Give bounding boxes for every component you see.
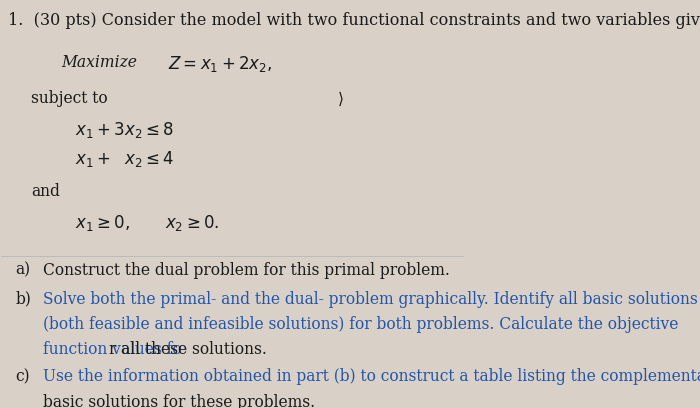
Text: r all these solutions.: r all these solutions. <box>108 341 267 358</box>
Text: $x_1 +\ \ x_2 \leq 4$: $x_1 +\ \ x_2 \leq 4$ <box>76 149 174 169</box>
Text: subject to: subject to <box>32 90 108 107</box>
Text: $Z = x_1 + 2x_2,$: $Z = x_1 + 2x_2,$ <box>168 54 272 74</box>
Text: Solve both the primal- and the dual- problem graphically. Identify all basic sol: Solve both the primal- and the dual- pro… <box>43 290 698 308</box>
Text: function values fo: function values fo <box>43 341 182 358</box>
Text: basic solutions for these problems.: basic solutions for these problems. <box>43 394 315 408</box>
Text: Use the information obtained in part (b) to construct a table listing the comple: Use the information obtained in part (b)… <box>43 368 700 386</box>
Text: a): a) <box>15 262 30 279</box>
Text: b): b) <box>15 290 32 308</box>
Text: (both feasible and infeasible solutions) for both problems. Calculate the object: (both feasible and infeasible solutions)… <box>43 316 678 333</box>
Text: Maximize: Maximize <box>62 54 137 71</box>
Text: $\rangle$: $\rangle$ <box>337 90 344 108</box>
Text: 1.  (30 pts) Consider the model with two functional constraints and two variable: 1. (30 pts) Consider the model with two … <box>8 12 700 29</box>
Text: and: and <box>32 184 60 200</box>
Text: $x_1 + 3x_2 \leq 8$: $x_1 + 3x_2 \leq 8$ <box>76 120 174 140</box>
Text: $x_1 \geq 0, \qquad x_2 \geq 0.$: $x_1 \geq 0, \qquad x_2 \geq 0.$ <box>76 213 220 233</box>
Text: Construct the dual problem for this primal problem.: Construct the dual problem for this prim… <box>43 262 450 279</box>
Text: c): c) <box>15 368 30 386</box>
